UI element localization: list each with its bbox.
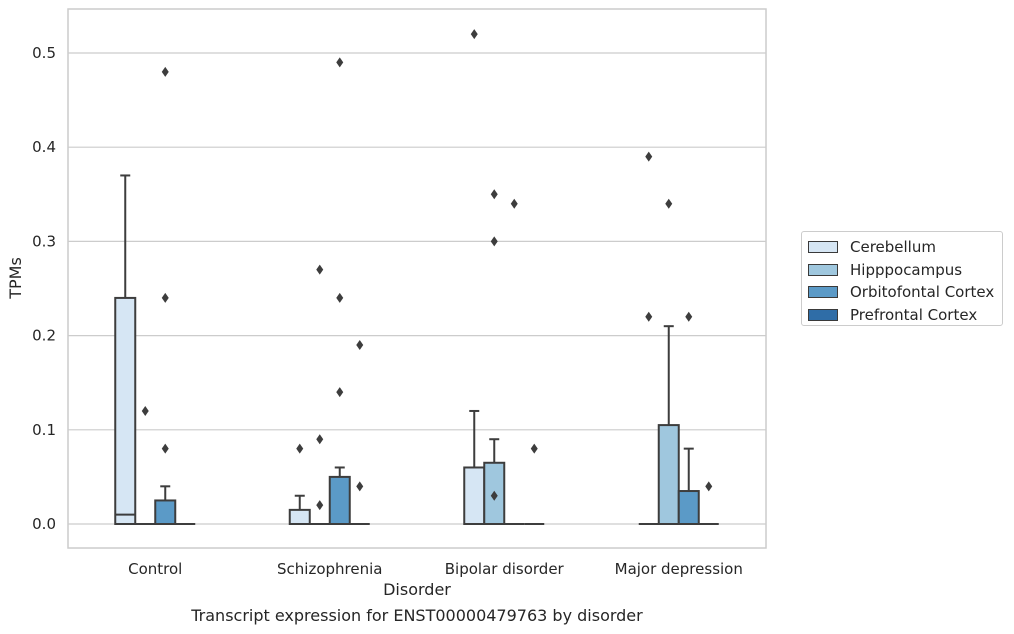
legend-item: Prefrontal Cortex (808, 304, 996, 327)
outlier-point (665, 198, 673, 209)
y-tick-label: 0.4 (32, 138, 56, 156)
legend-label: Cerebellum (850, 238, 936, 257)
outlier-point (336, 387, 344, 398)
legend-label: Orbitofontal Cortex (850, 283, 995, 302)
outlier-point (510, 198, 518, 209)
legend-swatch (808, 308, 838, 321)
x-tick-label: Schizophrenia (277, 560, 382, 578)
box-iqr (154, 499, 177, 526)
outlier-point (530, 443, 538, 454)
outlier-point (336, 292, 344, 303)
outlier-point (161, 443, 169, 454)
y-tick-label: 0.1 (32, 421, 56, 439)
legend-swatch (808, 263, 838, 276)
box-1-3 (657, 325, 680, 525)
y-tick-label: 0.0 (32, 515, 56, 533)
outlier-point (161, 292, 169, 303)
chart-caption: Transcript expression for ENST0000047976… (191, 606, 643, 625)
outliers (141, 29, 713, 511)
box-iqr (288, 508, 311, 525)
box-2-3 (677, 447, 700, 525)
legend-item: Orbitofontal Cortex (808, 281, 996, 304)
y-tick-labels: 0.0 0.1 0.2 0.3 0.4 0.5 (32, 44, 56, 533)
x-axis-label: Disorder (383, 580, 451, 599)
outlier-point (470, 29, 478, 40)
box-iqr (114, 296, 137, 526)
outlier-point (645, 151, 653, 162)
box-iqr (328, 475, 351, 525)
legend-label: Prefrontal Cortex (850, 305, 978, 324)
outlier-point (490, 490, 498, 501)
box-2-0 (154, 485, 177, 526)
box-0-1 (288, 494, 311, 525)
y-tick-label: 0.3 (32, 232, 56, 250)
legend-swatch (808, 286, 838, 299)
box-2-1 (328, 466, 351, 525)
outlier-point (645, 311, 653, 322)
outlier-point (490, 189, 498, 200)
outlier-point (356, 481, 364, 492)
legend-swatch (808, 241, 838, 254)
box-0-0 (114, 174, 137, 526)
outlier-point (705, 481, 713, 492)
outlier-point (316, 500, 324, 511)
outlier-point (490, 236, 498, 247)
x-tick-label: Control (128, 560, 182, 578)
boxes (114, 174, 719, 526)
outlier-point (316, 264, 324, 275)
y-axis-label: TPMs (6, 257, 25, 300)
box-iqr (677, 490, 700, 525)
legend-label: Hipppocampus (850, 260, 963, 279)
outlier-point (296, 443, 304, 454)
legend: Cerebellum Hipppocampus Orbitofontal Corte… (801, 231, 1003, 326)
box-1-2 (483, 438, 506, 525)
outlier-point (356, 340, 364, 351)
outlier-point (141, 405, 149, 416)
outlier-point (161, 66, 169, 77)
x-tick-labels: Control Schizophrenia Bipolar disorder Majo… (128, 560, 743, 578)
y-tick-label: 0.2 (32, 327, 56, 345)
outlier-point (316, 434, 324, 445)
outlier-point (685, 311, 693, 322)
y-tick-label: 0.5 (32, 44, 56, 62)
x-tick-label: Bipolar disorder (445, 560, 565, 578)
legend-item: Cerebellum (808, 236, 996, 259)
box-iqr (657, 424, 680, 525)
legend-item: Hipppocampus (808, 259, 996, 282)
plot-frame (67, 8, 767, 549)
box-0-2 (463, 409, 486, 526)
outlier-point (336, 57, 344, 68)
x-tick-label: Major depression (615, 560, 743, 578)
box-iqr (463, 466, 486, 526)
